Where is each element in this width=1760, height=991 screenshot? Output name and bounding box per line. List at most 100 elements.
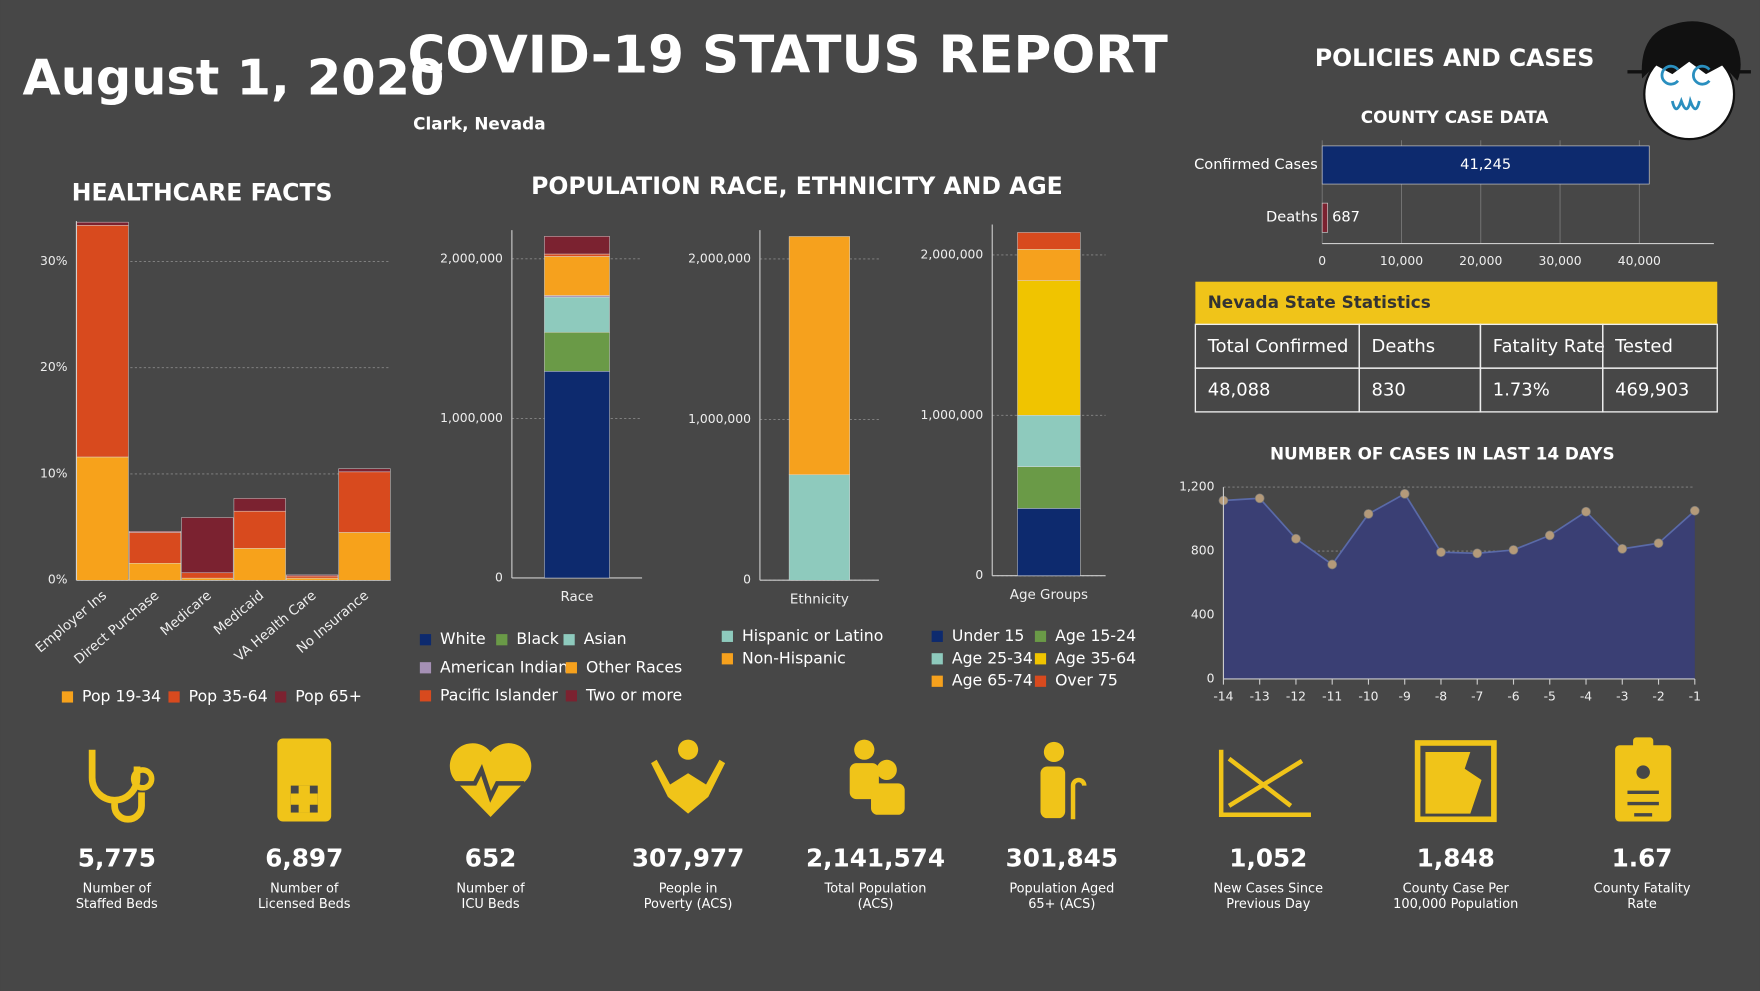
legend-swatch: [61, 691, 74, 703]
report-date: August 1, 2020: [23, 48, 445, 106]
bar-segment: [1017, 466, 1081, 509]
legend-label: Age 25-34: [952, 648, 1033, 667]
x-tick-label: 40,000: [1618, 254, 1661, 268]
x-tick-label: -11: [1322, 689, 1342, 703]
legend-swatch: [931, 630, 943, 642]
bar-segment: [181, 577, 234, 581]
icon-body-b: [871, 783, 905, 815]
legend-label: Age 35-64: [1055, 648, 1136, 667]
bar-segment: [181, 572, 234, 579]
bar-segment: [338, 471, 391, 533]
legend-swatch: [496, 634, 508, 646]
point: [1363, 509, 1374, 519]
bar-segment: [1017, 232, 1081, 250]
table-header: Total Confirmed: [1207, 336, 1349, 357]
point: [1653, 538, 1664, 549]
x-tick-label: -1: [1689, 689, 1701, 703]
y-tick-label: 400: [1191, 608, 1215, 622]
bar-segment: [233, 510, 286, 549]
kpi-label: Population Aged: [1009, 881, 1114, 896]
legend-label: Hispanic or Latino: [742, 626, 883, 645]
legend-swatch: [563, 634, 575, 646]
y-tick-label: 0%: [48, 573, 68, 587]
x-tick-label: -2: [1652, 689, 1664, 703]
kpi-value: 5,775: [78, 844, 156, 873]
bar-segment: [286, 574, 339, 577]
y-tick-label: 20%: [40, 360, 68, 374]
y-tick-label: 0: [495, 570, 503, 584]
kpi-label: Licensed Beds: [258, 897, 351, 912]
y-tick-label: 800: [1191, 544, 1215, 558]
x-tick-label: 10,000: [1380, 254, 1423, 268]
x-tick-label: -10: [1358, 689, 1378, 703]
legend-label: Other Races: [586, 657, 682, 676]
y-tick-label: 1,000,000: [440, 411, 503, 425]
icon-map-frame: [1414, 740, 1497, 823]
legend-label: Over 75: [1055, 671, 1118, 690]
y-tick-label: 10%: [40, 466, 68, 480]
kpi-value: 1,052: [1229, 844, 1307, 873]
point: [1581, 506, 1591, 517]
bar-segment: [233, 498, 286, 512]
kpi-value: 652: [465, 844, 517, 873]
x-tick-label: -5: [1544, 689, 1556, 703]
table-cell-text: 48,088: [1208, 380, 1271, 401]
y-tick-label: 0: [743, 573, 751, 587]
kpi-label: People in: [659, 881, 718, 896]
table-title: Nevada State Statistics: [1208, 292, 1431, 312]
legend-swatch: [419, 634, 432, 646]
kpi-label: 100,000 Population: [1393, 897, 1518, 912]
x-tick-label: Race: [560, 590, 593, 605]
y-tick-label: 1,200: [1179, 480, 1214, 494]
point: [1327, 559, 1338, 570]
x-tick-label: -14: [1213, 689, 1233, 703]
bar-segment: [1017, 249, 1081, 281]
x-tick-label: Ethnicity: [790, 592, 849, 607]
legend-label: Asian: [584, 629, 627, 648]
bar: [1321, 202, 1328, 233]
table-cell-text: 469,903: [1615, 380, 1689, 401]
legend-label: Pop 19-34: [82, 686, 161, 705]
table-header: Tested: [1614, 336, 1673, 357]
y-tick-label: 30%: [40, 254, 68, 268]
point: [1472, 548, 1483, 559]
legend-swatch: [275, 691, 287, 703]
kpi-label: Number of: [270, 881, 339, 896]
kpi-value: 6,897: [265, 844, 343, 873]
y-tick-label: 0: [1207, 671, 1215, 685]
legend-swatch: [419, 662, 432, 674]
icon-elder-head: [1043, 741, 1065, 763]
legend-label: Pacific Islander: [440, 685, 558, 704]
y-tick-label: 2,000,000: [921, 247, 984, 261]
legend-label: Under 15: [952, 626, 1025, 645]
kpi-value: 301,845: [1006, 844, 1118, 873]
table-cell-text: 830: [1372, 380, 1406, 401]
icon-lines: [1627, 790, 1659, 817]
chart-title: NUMBER OF CASES IN LAST 14 DAYS: [1270, 444, 1615, 464]
table-header: Fatality Rate: [1493, 336, 1605, 357]
report-title: COVID-19 STATUS REPORT: [408, 25, 1168, 85]
bar-segment: [338, 532, 391, 581]
icon-clip-head: [1636, 765, 1650, 779]
bar-segment: [76, 456, 129, 581]
y-tick-label: 2,000,000: [688, 251, 751, 265]
legend-label: White: [440, 629, 486, 648]
x-tick-label: -13: [1250, 689, 1270, 703]
legend-swatch: [1034, 675, 1047, 687]
y-tick-label: 1,000,000: [688, 412, 751, 426]
legend-swatch: [931, 675, 943, 687]
bar-segment: [788, 236, 850, 475]
chart-title: COUNTY CASE DATA: [1361, 107, 1549, 127]
icon-hands: [651, 759, 726, 814]
value-label: 41,245: [1460, 156, 1511, 173]
bar-segment: [128, 531, 182, 533]
area: [1223, 493, 1695, 679]
point: [1508, 545, 1519, 555]
x-tick-label: 20,000: [1459, 254, 1502, 268]
icon-person-b: [876, 759, 897, 781]
icon-heart: [449, 743, 532, 818]
point: [1617, 543, 1628, 554]
x-tick-label: Age Groups: [1010, 588, 1088, 603]
legend-swatch: [419, 690, 432, 702]
kpi-value: 1,848: [1417, 844, 1495, 873]
